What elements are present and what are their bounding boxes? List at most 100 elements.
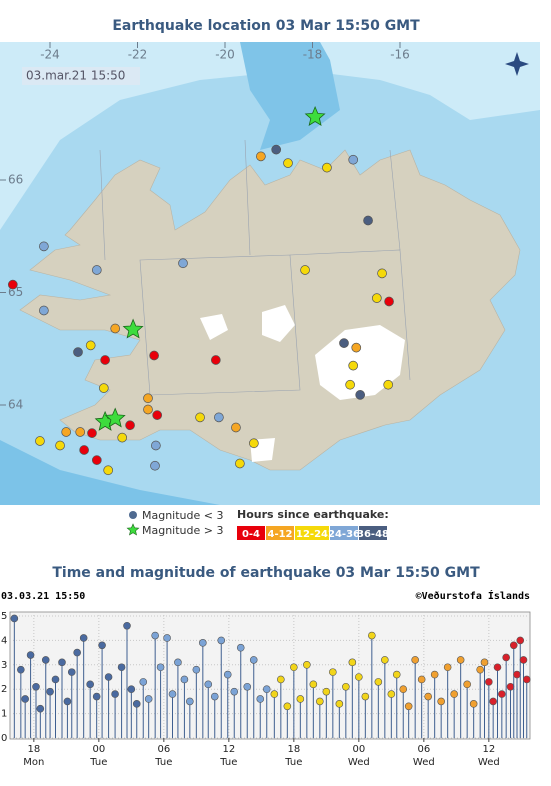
earthquake bbox=[143, 404, 153, 415]
quake-point bbox=[151, 631, 159, 640]
quake-point bbox=[168, 690, 177, 698]
quake-point bbox=[79, 634, 88, 642]
quake-point bbox=[417, 675, 426, 684]
large-earthquake bbox=[304, 105, 326, 126]
quake-point bbox=[98, 641, 106, 650]
quake-point bbox=[381, 656, 389, 664]
chart-timestamp: 03.03.21 15:50 bbox=[1, 591, 85, 602]
legend-label: Magnitude < 3 bbox=[142, 509, 224, 522]
quake-point bbox=[230, 687, 239, 696]
glacier bbox=[200, 314, 228, 340]
y-tick-label: 0 bbox=[1, 733, 7, 744]
quake-point bbox=[186, 697, 194, 706]
legend-swatch bbox=[237, 526, 265, 540]
quake-point bbox=[437, 697, 445, 706]
quake-point bbox=[392, 670, 401, 679]
y-tick-label: 3 bbox=[1, 660, 7, 671]
map-title: Earthquake location 03 Mar 15:50 GMT bbox=[112, 18, 420, 34]
quake-point bbox=[361, 692, 370, 701]
quake-point bbox=[335, 700, 344, 708]
quake-point bbox=[199, 639, 207, 647]
earthquake bbox=[231, 422, 241, 433]
earthquake bbox=[91, 265, 102, 275]
quake-point bbox=[92, 692, 101, 701]
quake-point bbox=[163, 634, 171, 642]
quake-point bbox=[456, 656, 465, 664]
quake-point bbox=[174, 658, 182, 667]
quake-point bbox=[46, 687, 54, 696]
quake-point bbox=[342, 682, 350, 691]
earthquake bbox=[383, 379, 394, 390]
quake-point bbox=[348, 658, 357, 667]
quake-point bbox=[485, 678, 493, 686]
quake-point bbox=[498, 690, 506, 698]
earthquake bbox=[117, 432, 128, 443]
earthquake bbox=[143, 393, 153, 404]
legend-label: 24-36 bbox=[328, 529, 360, 540]
quake-point bbox=[411, 656, 419, 664]
x-tick-day: Tue bbox=[284, 757, 302, 768]
quake-point bbox=[519, 656, 528, 664]
plot-area bbox=[9, 611, 531, 740]
quake-point bbox=[476, 665, 484, 674]
quake-point bbox=[117, 663, 126, 672]
quake-point bbox=[316, 697, 324, 706]
y-tick-label: 1 bbox=[1, 709, 7, 720]
earthquake bbox=[91, 455, 102, 465]
quake-point bbox=[374, 678, 383, 686]
x-tick-day: Wed bbox=[348, 757, 370, 768]
lon-tick-label: -24 bbox=[40, 48, 60, 62]
earthquake bbox=[87, 428, 97, 438]
quake-point bbox=[127, 685, 136, 694]
legend-circle bbox=[129, 511, 137, 519]
x-tick-day: Wed bbox=[478, 757, 500, 768]
trench bbox=[240, 42, 340, 150]
x-tick-label: 00 bbox=[92, 744, 105, 755]
quake-point bbox=[296, 695, 305, 703]
quake-point bbox=[67, 668, 76, 676]
earthquake bbox=[151, 440, 161, 451]
quake-point bbox=[58, 658, 66, 667]
quake-point bbox=[51, 675, 60, 684]
earthquake bbox=[271, 144, 282, 155]
y-tick-label: 2 bbox=[1, 684, 7, 695]
legend-title: Hours since earthquake: bbox=[237, 508, 389, 521]
quake-point bbox=[243, 682, 252, 691]
earthquake bbox=[103, 465, 114, 476]
earthquake bbox=[363, 215, 373, 226]
earthquake bbox=[178, 258, 188, 269]
quake-point bbox=[277, 675, 285, 684]
legend-star bbox=[126, 523, 140, 536]
quake-point bbox=[399, 685, 408, 694]
lat-tick-label: 64 bbox=[8, 398, 23, 412]
map-timestamp: 03.mar.21 15:50 bbox=[26, 69, 125, 83]
compass-icon[interactable] bbox=[505, 52, 529, 76]
timestamp-box bbox=[22, 67, 140, 85]
quake-point bbox=[502, 653, 510, 662]
quake-point bbox=[249, 656, 258, 664]
earthquake bbox=[339, 338, 349, 348]
lon-tick-label: -20 bbox=[215, 48, 235, 62]
quake-point bbox=[506, 682, 515, 691]
legend-label: 12-24 bbox=[296, 529, 328, 540]
earthquake bbox=[355, 390, 366, 400]
earthquake bbox=[35, 436, 45, 446]
quake-point bbox=[283, 702, 292, 711]
quake-point bbox=[63, 697, 72, 706]
earthquake bbox=[283, 158, 293, 168]
earthquake bbox=[61, 427, 72, 437]
quake-point bbox=[111, 690, 119, 698]
x-tick-day: Tue bbox=[89, 757, 107, 768]
earthquake bbox=[110, 323, 121, 334]
legend-swatch bbox=[359, 526, 387, 540]
quake-point bbox=[404, 702, 413, 711]
earthquake bbox=[125, 420, 135, 431]
earthquake bbox=[235, 458, 245, 469]
quake-point bbox=[270, 690, 279, 698]
quake-point bbox=[41, 656, 50, 664]
quake-point bbox=[256, 695, 265, 703]
quake-point bbox=[509, 641, 518, 650]
quake-point bbox=[303, 660, 311, 669]
chart-title: Time and magnitude of earthquake 03 Mar … bbox=[52, 565, 480, 581]
